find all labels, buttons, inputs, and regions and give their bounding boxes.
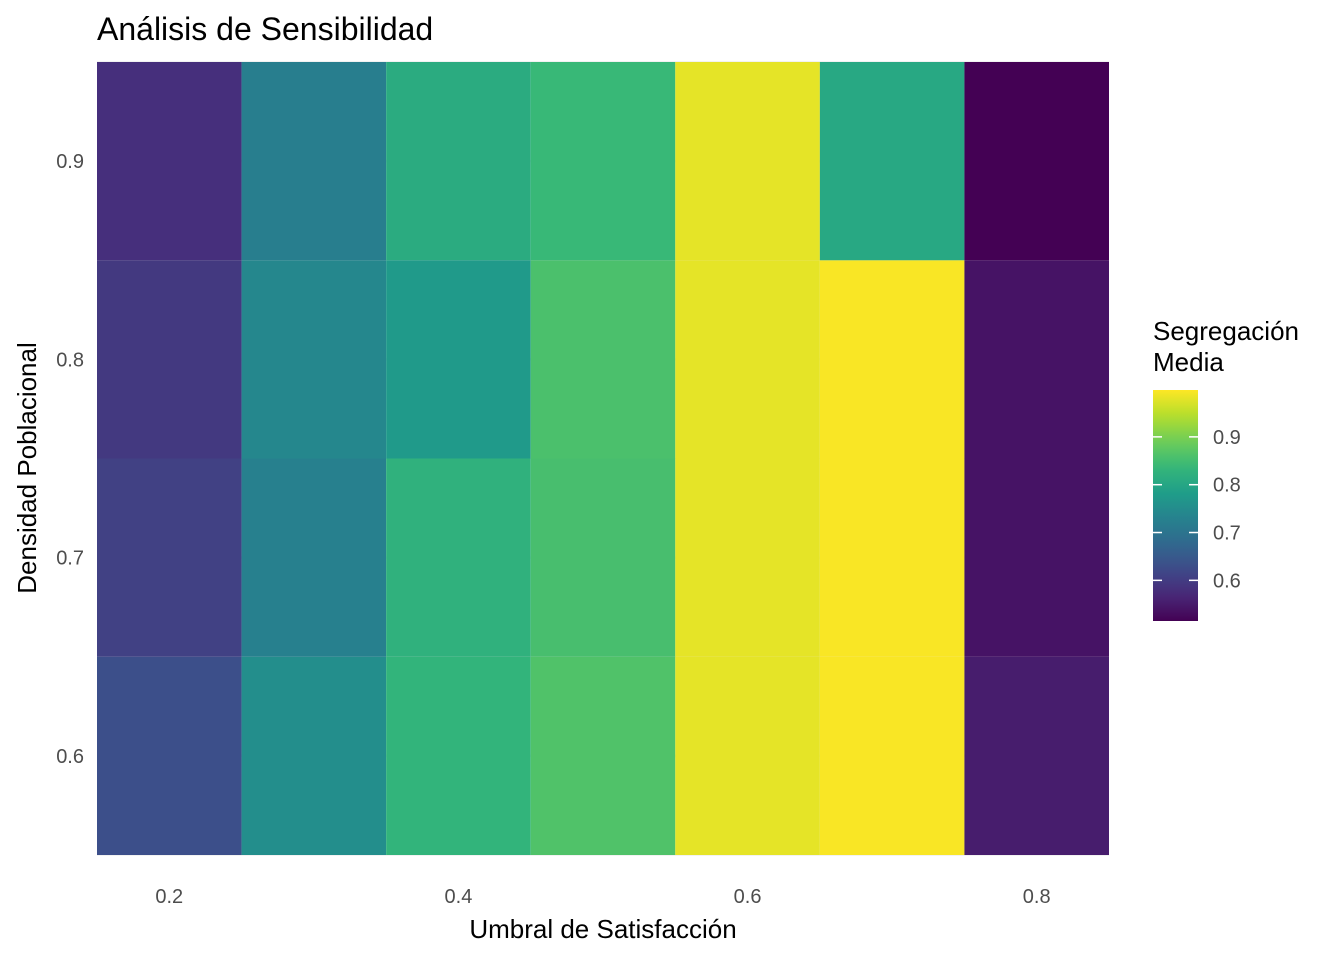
x-tick-label-3: 0.8 bbox=[1023, 886, 1051, 908]
x-axis-ticks: 0.2 0.4 0.6 0.8 bbox=[155, 886, 1050, 908]
heatmap-cell-r1-c1 bbox=[241, 458, 387, 657]
y-tick-label-2: 0.8 bbox=[56, 349, 84, 371]
heatmap-cell-r2-c3 bbox=[530, 260, 676, 459]
legend-ticks: 0.6 0.7 0.8 0.9 bbox=[1153, 427, 1241, 592]
heatmap-cell-r2-c6 bbox=[964, 260, 1109, 459]
heatmap-cell-r3-c0 bbox=[97, 62, 242, 261]
legend-tick-label-0: 0.6 bbox=[1213, 570, 1241, 592]
x-tick-label-2: 0.6 bbox=[734, 886, 762, 908]
legend-tick-label-1: 0.7 bbox=[1213, 523, 1241, 545]
y-tick-label-1: 0.7 bbox=[56, 548, 84, 570]
heatmap-cell-r0-c5 bbox=[819, 656, 965, 855]
heatmap-cell-r1-c6 bbox=[964, 458, 1109, 657]
legend: Segregación Media 0.6 0.7 0.8 0.9 bbox=[1153, 316, 1299, 621]
heatmap-cell-r1-c2 bbox=[386, 458, 531, 657]
legend-tick-label-2: 0.8 bbox=[1213, 475, 1241, 497]
heatmap-cell-r3-c3 bbox=[530, 62, 676, 261]
heatmap-cell-r1-c0 bbox=[97, 458, 242, 657]
heatmap-cell-r2-c0 bbox=[97, 260, 242, 459]
heatmap-cell-r3-c6 bbox=[964, 62, 1109, 261]
heatmap-cell-r0-c3 bbox=[530, 656, 676, 855]
heatmap-cell-r0-c2 bbox=[386, 656, 531, 855]
heatmap-cell-r2-c1 bbox=[241, 260, 387, 459]
x-axis-title: Umbral de Satisfacción bbox=[469, 914, 736, 944]
heatmap-cell-r0-c6 bbox=[964, 656, 1109, 855]
heatmap-cells bbox=[97, 62, 1109, 855]
legend-title-line-1: Segregación bbox=[1153, 316, 1299, 346]
y-tick-label-3: 0.9 bbox=[56, 151, 84, 173]
legend-tick-label-3: 0.9 bbox=[1213, 427, 1241, 449]
heatmap-cell-r1-c5 bbox=[819, 458, 965, 657]
heatmap-cell-r3-c5 bbox=[819, 62, 965, 261]
legend-colorbar bbox=[1153, 390, 1198, 621]
heatmap-cell-r1-c3 bbox=[530, 458, 676, 657]
y-tick-label-0: 0.6 bbox=[56, 746, 84, 768]
legend-title-line-2: Media bbox=[1153, 347, 1224, 377]
heatmap-cell-r3-c1 bbox=[241, 62, 387, 261]
x-tick-label-1: 0.4 bbox=[445, 886, 473, 908]
heatmap-cell-r2-c2 bbox=[386, 260, 531, 459]
heatmap-cell-r0-c0 bbox=[97, 656, 242, 855]
y-axis-ticks: 0.6 0.7 0.8 0.9 bbox=[56, 151, 84, 768]
heatmap-cell-r2-c4 bbox=[675, 260, 820, 459]
heatmap-cell-r2-c5 bbox=[819, 260, 965, 459]
heatmap-cell-r3-c2 bbox=[386, 62, 531, 261]
heatmap-cell-r1-c4 bbox=[675, 458, 820, 657]
heatmap-cell-r0-c1 bbox=[241, 656, 387, 855]
heatmap-cell-r0-c4 bbox=[675, 656, 820, 855]
heatmap-cell-r3-c4 bbox=[675, 62, 820, 261]
y-axis-title: Densidad Poblacional bbox=[12, 342, 42, 594]
x-tick-label-0: 0.2 bbox=[155, 886, 183, 908]
chart-title: Análisis de Sensibilidad bbox=[97, 11, 433, 47]
